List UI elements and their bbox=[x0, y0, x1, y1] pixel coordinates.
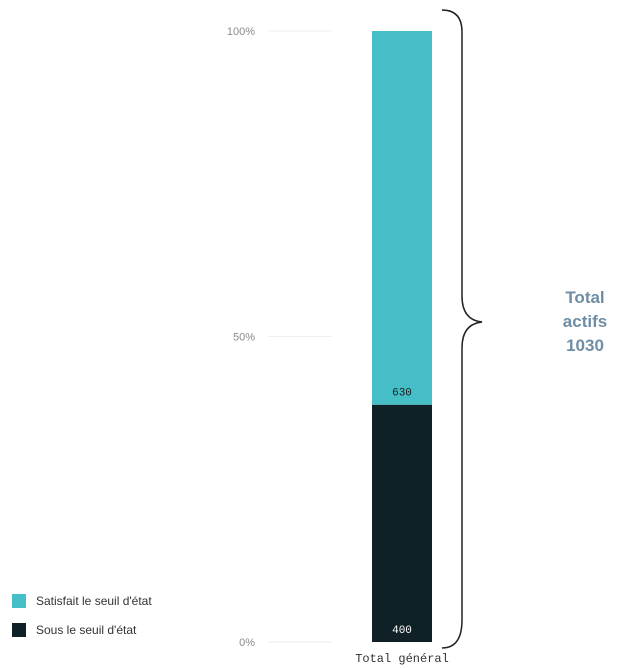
y-tick-label: 100% bbox=[227, 26, 255, 38]
y-tick-label: 50% bbox=[233, 332, 255, 344]
legend-item-below[interactable]: Sous le seuil d'état bbox=[12, 618, 152, 642]
y-tick-label: 0% bbox=[239, 637, 255, 649]
gridlines bbox=[268, 30, 332, 643]
total-assets-annotation: Total actifs 1030 bbox=[540, 286, 623, 358]
bar-segment[interactable] bbox=[372, 31, 432, 405]
legend-swatch bbox=[12, 594, 26, 608]
legend-label: Satisfait le seuil d'état bbox=[36, 594, 152, 608]
data-label: 630 bbox=[392, 388, 412, 400]
legend-item-satisfies[interactable]: Satisfait le seuil d'état bbox=[12, 589, 152, 613]
bars bbox=[372, 31, 432, 642]
legend-swatch bbox=[12, 623, 26, 637]
annotation-line: actifs bbox=[562, 312, 608, 331]
annotation-line: 1030 bbox=[566, 336, 604, 355]
bar-segment[interactable] bbox=[372, 404, 432, 642]
data-label: 400 bbox=[392, 625, 412, 637]
legend-label: Sous le seuil d'état bbox=[36, 623, 137, 637]
chart-labels: 0% 50% 100% 400 630 Total général bbox=[227, 26, 449, 666]
annotation-line: Total bbox=[565, 288, 605, 307]
x-tick-label: Total général bbox=[355, 652, 449, 666]
total-brace bbox=[441, 9, 483, 649]
legend: Satisfait le seuil d'état Sous le seuil … bbox=[12, 589, 152, 647]
